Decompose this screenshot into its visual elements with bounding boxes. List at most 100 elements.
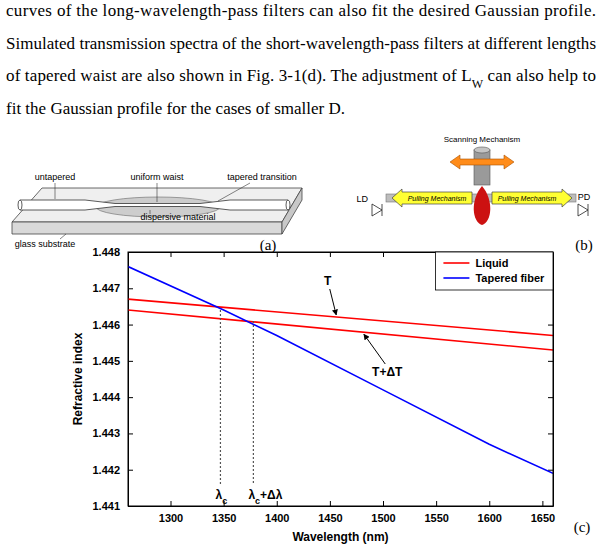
tick: 1500 xyxy=(371,501,395,524)
flame xyxy=(474,186,491,225)
scanning-head-top xyxy=(474,147,490,153)
axis: 1300 1350 1400 1450 1500 1550 1600 1650 xyxy=(129,501,556,524)
curve-label: T xyxy=(324,274,332,288)
tick-mark xyxy=(128,397,133,398)
data-line xyxy=(128,267,553,474)
substrate-side xyxy=(282,188,302,234)
legend-swatch xyxy=(443,262,469,264)
label: Pulling Mechanism xyxy=(408,195,467,203)
paragraph-line: fit the Gaussian profile for the cases o… xyxy=(6,99,345,118)
tick-label: 1.444 xyxy=(92,391,120,403)
leader-line xyxy=(150,210,151,214)
tick-mark xyxy=(128,433,133,434)
x-axis-title: Wavelength (nm) xyxy=(292,530,388,544)
text-run: curves of the long-wavelength-pass filte… xyxy=(6,1,596,20)
tick-mark xyxy=(383,501,384,506)
tick-mark xyxy=(330,501,331,506)
tick-mark xyxy=(548,433,553,434)
curve-label: T+ΔT xyxy=(372,365,403,379)
tick-mark xyxy=(171,501,172,506)
scan-arrow xyxy=(450,155,514,169)
label: untapered xyxy=(35,172,76,182)
tick-label: 1550 xyxy=(424,512,448,524)
tick-mark xyxy=(330,252,331,257)
tick-label: 1.447 xyxy=(92,282,120,294)
tick-label: 1450 xyxy=(318,512,342,524)
tick: 1.446 xyxy=(92,319,133,331)
marker-line xyxy=(253,321,254,484)
tick-label: 1300 xyxy=(159,512,183,524)
diode-bar xyxy=(382,204,383,216)
tick-label: 1500 xyxy=(371,512,395,524)
tick xyxy=(224,252,225,257)
leader-line xyxy=(55,183,56,199)
plot-lines xyxy=(128,267,553,484)
tick-mark xyxy=(128,361,133,362)
diode xyxy=(578,204,588,216)
text-run: can also help to xyxy=(483,66,596,85)
tick: 1.442 xyxy=(92,464,133,476)
label: dispersive material xyxy=(140,212,215,222)
axis: 1.441 1.442 1.443 1.444 1.445 1.446 1.447 1.448 xyxy=(92,246,133,512)
pull-arrow xyxy=(392,189,472,207)
tick-label: 1.445 xyxy=(92,355,120,367)
tick-label: 1600 xyxy=(478,512,502,524)
paragraph-line: curves of the long-wavelength-pass filte… xyxy=(6,1,596,20)
text-run: fit the Gaussian profile for the cases o… xyxy=(6,99,345,118)
subscript: W xyxy=(472,77,484,91)
text-run: Simulated transmission spectra of the sh… xyxy=(6,34,596,53)
scanning-head xyxy=(474,150,490,185)
marker-label: λc xyxy=(215,488,227,506)
tick: 1600 xyxy=(478,501,502,524)
fiber-end xyxy=(18,200,22,210)
label: glass substrate xyxy=(15,239,76,249)
figure-a: untapered uniform waist tapered transition… xyxy=(12,172,302,254)
figure-b: Pulling MechanismPulling MechanismScanni… xyxy=(356,135,592,254)
tick-label: 1400 xyxy=(265,512,289,524)
tick xyxy=(383,252,384,257)
tapered-fiber xyxy=(20,200,288,210)
tick: 1300 xyxy=(159,501,183,524)
tick xyxy=(548,433,553,434)
tick: 1550 xyxy=(424,501,448,524)
substrate-front xyxy=(12,222,282,234)
tick: 1.443 xyxy=(92,427,133,439)
legend-swatch xyxy=(443,277,469,279)
leader-line xyxy=(60,234,66,239)
tick xyxy=(277,252,278,257)
label: Scanning Mechanism xyxy=(444,135,521,144)
tick-mark xyxy=(383,252,384,257)
tick: 1650 xyxy=(531,501,555,524)
label: tapered transition xyxy=(227,172,297,182)
tick-label: 1.443 xyxy=(92,427,120,439)
tick-label: 1.442 xyxy=(92,464,120,476)
tick: 1.445 xyxy=(92,355,133,367)
tick-label: 1.448 xyxy=(92,246,120,258)
tick-label: 1.441 xyxy=(92,500,120,512)
plot-background xyxy=(128,252,553,506)
tick-label: 1350 xyxy=(212,512,236,524)
leader-line xyxy=(218,183,250,201)
tick: 1.441 xyxy=(92,500,133,512)
legend-label: Liquid xyxy=(475,257,508,269)
label: uniform waist xyxy=(130,172,184,182)
text-run: of tapered waist are also shown in Fig. … xyxy=(6,66,472,85)
tick-mark xyxy=(548,397,553,398)
panel-label: (c) xyxy=(574,519,591,536)
paragraph-line: of tapered waist are also shown in Fig. … xyxy=(6,66,596,91)
legend: LiquidTapered fiber xyxy=(435,252,553,290)
tick-mark xyxy=(128,325,133,326)
tick-mark xyxy=(548,325,553,326)
marker-line xyxy=(220,310,221,484)
leader-line xyxy=(157,183,158,202)
tick xyxy=(171,252,172,257)
tick-mark xyxy=(128,470,133,471)
tick: 1.448 xyxy=(92,246,133,258)
chart: 130013501400145015001550160016501.4411.4… xyxy=(71,246,590,544)
curve-label-arrow xyxy=(330,289,337,315)
tick-mark xyxy=(542,501,543,506)
tick-mark xyxy=(489,501,490,506)
tick-mark xyxy=(277,252,278,257)
tick xyxy=(548,361,553,362)
diode xyxy=(372,204,382,216)
